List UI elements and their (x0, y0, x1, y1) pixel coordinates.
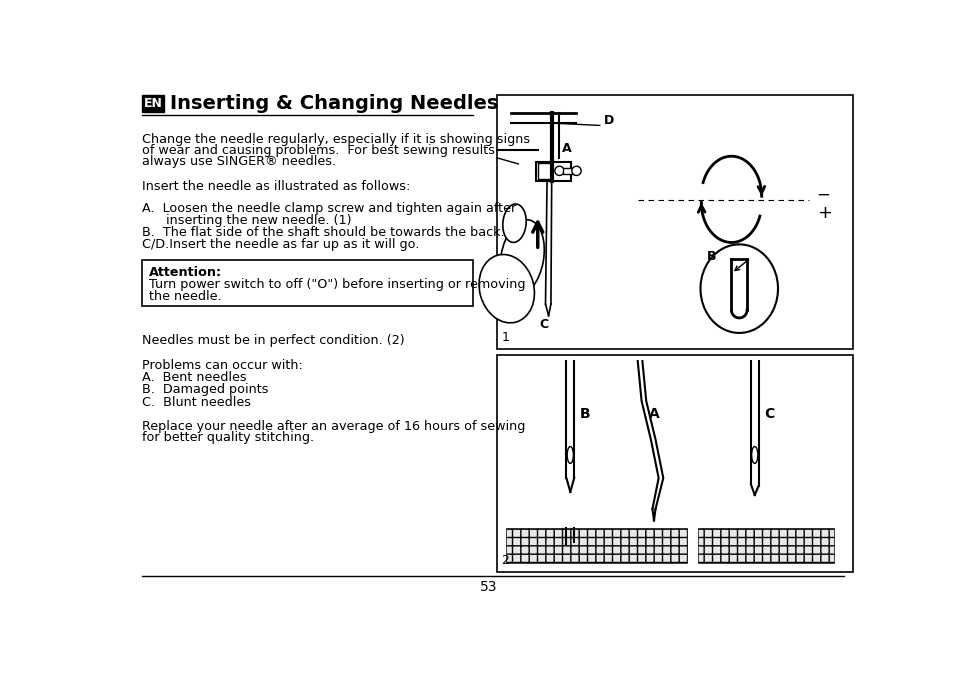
Text: B: B (706, 250, 716, 263)
Text: Needles must be in perfect condition. (2): Needles must be in perfect condition. (2… (142, 334, 405, 347)
Bar (536, 162, 571, 181)
Ellipse shape (499, 220, 544, 296)
Bar (142, 95, 164, 112)
Text: Insert the needle as illustrated as follows:: Insert the needle as illustrated as foll… (142, 180, 411, 193)
Text: C: C (763, 407, 774, 421)
Ellipse shape (700, 244, 778, 333)
Text: Inserting & Changing Needles: Inserting & Changing Needles (170, 94, 497, 112)
Text: the needle.: the needle. (149, 290, 221, 304)
Circle shape (571, 166, 580, 176)
Bar (505, 528, 686, 563)
Ellipse shape (478, 254, 534, 323)
Bar (142, 260, 473, 306)
Bar (497, 355, 852, 572)
Text: 53: 53 (479, 580, 497, 594)
Text: always use SINGER® needles.: always use SINGER® needles. (142, 155, 336, 168)
Text: inserting the new needle. (1): inserting the new needle. (1) (142, 213, 352, 227)
Text: B.  The flat side of the shaft should be towards the back.: B. The flat side of the shaft should be … (142, 225, 504, 239)
Text: B.  Damaged points: B. Damaged points (142, 384, 269, 396)
Text: Attention:: Attention: (149, 266, 222, 279)
Ellipse shape (751, 446, 757, 464)
Text: B: B (579, 407, 590, 421)
Bar (562, 168, 574, 174)
Text: +: + (816, 204, 831, 222)
Circle shape (555, 166, 563, 176)
Bar (537, 163, 551, 179)
Text: −: − (816, 186, 830, 204)
Text: C.  Blunt needles: C. Blunt needles (142, 396, 252, 409)
Text: Problems can occur with:: Problems can occur with: (142, 359, 303, 372)
Text: A: A (562, 143, 572, 155)
Text: C/D.Insert the needle as far up as it will go.: C/D.Insert the needle as far up as it wi… (142, 238, 419, 251)
Text: EN: EN (144, 97, 163, 110)
Text: 1: 1 (500, 331, 509, 344)
Ellipse shape (567, 446, 573, 464)
Text: A.  Loosen the needle clamp screw and tighten again after: A. Loosen the needle clamp screw and tig… (142, 203, 517, 215)
Text: of wear and causing problems.  For best sewing results: of wear and causing problems. For best s… (142, 144, 495, 157)
Text: Turn power switch to off ("O") before inserting or removing: Turn power switch to off ("O") before in… (149, 278, 525, 291)
Bar (497, 95, 852, 349)
Text: C: C (538, 318, 548, 331)
Text: A.  Bent needles: A. Bent needles (142, 371, 247, 384)
Text: Change the needle regularly, especially if it is showing signs: Change the needle regularly, especially … (142, 133, 530, 146)
Ellipse shape (502, 204, 526, 242)
Text: A: A (649, 407, 659, 421)
Text: for better quality stitching.: for better quality stitching. (142, 431, 314, 444)
Text: 2: 2 (500, 555, 509, 567)
Bar (698, 528, 833, 563)
Text: Replace your needle after an average of 16 hours of sewing: Replace your needle after an average of … (142, 421, 525, 433)
Text: D: D (603, 114, 613, 127)
